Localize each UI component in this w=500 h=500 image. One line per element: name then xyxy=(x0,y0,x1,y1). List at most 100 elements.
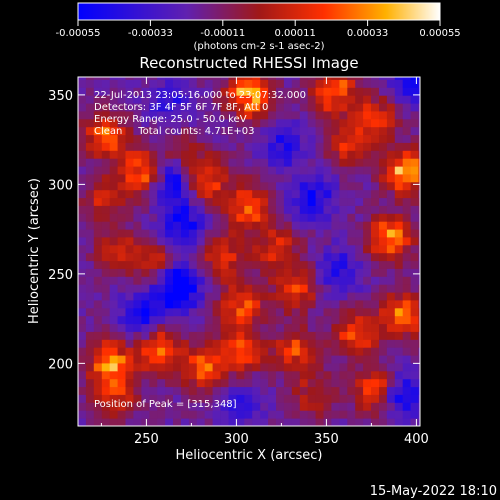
heatmap-cell xyxy=(355,229,364,238)
heatmap-cell xyxy=(323,244,332,254)
heatmap-cell xyxy=(260,197,269,206)
heatmap-cell xyxy=(188,142,198,151)
heatmap-cell xyxy=(101,205,111,214)
heatmap-cell xyxy=(101,174,111,183)
heatmap-cell xyxy=(331,166,340,175)
heatmap-cell xyxy=(252,252,261,262)
heatmap-cell xyxy=(85,386,95,395)
heatmap-cell xyxy=(181,284,190,293)
heatmap-cell xyxy=(220,244,229,254)
heatmap-cell xyxy=(291,103,301,112)
heatmap-cell xyxy=(165,315,174,325)
heatmap-cell xyxy=(379,118,388,128)
heatmap-cell xyxy=(283,363,293,372)
heatmap-cell xyxy=(157,244,166,254)
heatmap-cell xyxy=(165,229,174,238)
heatmap-cell xyxy=(347,363,356,372)
heatmap-cell xyxy=(418,111,420,120)
heatmap-cell xyxy=(141,331,150,340)
heatmap-cell xyxy=(379,77,388,80)
heatmap-cell xyxy=(355,103,364,112)
heatmap-cell xyxy=(394,370,404,380)
heatmap-cell xyxy=(220,292,229,301)
heatmap-cell xyxy=(149,323,158,332)
heatmap-cell xyxy=(165,331,174,340)
heatmap-cell xyxy=(418,307,420,317)
heatmap-cell xyxy=(379,252,388,262)
heatmap-cell xyxy=(355,323,364,332)
heatmap-cell xyxy=(410,284,419,293)
heatmap-cell xyxy=(331,237,340,246)
heatmap-cell xyxy=(228,260,237,269)
heatmap-cell xyxy=(283,347,293,356)
heatmap-cell xyxy=(85,347,95,356)
heatmap-cell xyxy=(379,87,388,96)
heatmap-cell xyxy=(260,300,269,309)
heatmap-cell xyxy=(181,150,190,159)
heatmap-cell xyxy=(386,126,396,136)
heatmap-cell xyxy=(363,300,372,309)
heatmap-cell xyxy=(133,410,142,419)
heatmap-cell xyxy=(157,166,166,175)
heatmap-cell xyxy=(418,221,420,230)
heatmap-cell xyxy=(125,87,134,96)
heatmap-cell xyxy=(276,174,285,183)
heatmap-cell xyxy=(181,87,190,96)
heatmap-cell xyxy=(331,158,340,167)
heatmap-cell xyxy=(276,323,285,332)
heatmap-cell xyxy=(379,142,388,151)
heatmap-cell xyxy=(260,221,269,230)
heatmap-cell xyxy=(109,244,118,254)
heatmap-cell xyxy=(188,158,198,167)
heatmap-cell xyxy=(204,118,213,128)
heatmap-cell xyxy=(93,150,103,159)
heatmap-cell xyxy=(418,300,420,309)
heatmap-cell xyxy=(93,276,103,285)
heatmap-cell xyxy=(252,221,261,230)
colorbar-tick-label: 0.00055 xyxy=(419,28,460,39)
heatmap-cell xyxy=(379,221,388,230)
heatmap-cell xyxy=(283,174,293,183)
heatmap-cell xyxy=(220,252,229,262)
heatmap-cell xyxy=(212,410,221,419)
heatmap-cell xyxy=(165,77,174,80)
heatmap-cell xyxy=(323,213,332,222)
heatmap-cell xyxy=(323,402,332,411)
heatmap-cell xyxy=(236,142,245,151)
heatmap-cell xyxy=(363,284,372,293)
heatmap-cell xyxy=(196,355,206,364)
heatmap-cell xyxy=(133,244,142,254)
annotations: 22-Jul-2013 23:05:16.000 to 23:07:32.000… xyxy=(94,90,306,410)
heatmap-cell xyxy=(157,95,166,104)
heatmap-cell xyxy=(276,205,285,214)
heatmap-cell xyxy=(355,118,364,128)
heatmap-cell xyxy=(402,126,411,136)
heatmap-cell xyxy=(173,315,182,325)
heatmap-cell xyxy=(125,284,134,293)
heatmap-cell xyxy=(283,118,293,128)
heatmap-cell xyxy=(339,229,348,238)
heatmap-cell xyxy=(315,315,324,325)
heatmap-cell xyxy=(268,77,277,80)
heatmap-cell xyxy=(276,221,285,230)
heatmap-cell xyxy=(236,95,245,104)
heatmap-cell xyxy=(363,213,372,222)
heatmap-cell xyxy=(283,197,293,206)
heatmap-cell xyxy=(196,237,206,246)
heatmap-cell xyxy=(307,347,316,356)
heatmap-cell xyxy=(323,355,332,364)
heatmap-cell xyxy=(181,77,190,80)
heatmap-cell xyxy=(339,87,348,96)
colorbar-tick-label: -0.00011 xyxy=(200,28,245,39)
heatmap-cell xyxy=(323,300,332,309)
heatmap-cell xyxy=(402,260,411,269)
heatmap-cell xyxy=(307,103,316,112)
heatmap-cell xyxy=(188,95,198,104)
heatmap-cell xyxy=(181,347,190,356)
heatmap-cell xyxy=(283,213,293,222)
heatmap-cell xyxy=(410,189,419,199)
colorbar-unit-label: (photons cm-2 s-1 asec-2) xyxy=(193,41,324,52)
heatmap-cell xyxy=(196,197,206,206)
heatmap-cell xyxy=(149,95,158,104)
heatmap-cell xyxy=(204,213,213,222)
